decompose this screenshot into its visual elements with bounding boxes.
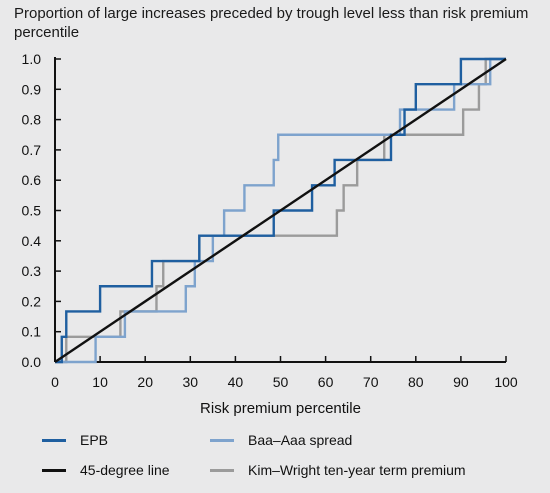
x-tick-label: 100 (494, 374, 518, 390)
x-tick-label: 10 (92, 374, 108, 390)
legend-swatch-kim-wright (210, 468, 234, 472)
chart-title: Proportion of large increases preceded b… (14, 5, 529, 41)
legend-swatch-45-degree (42, 468, 66, 472)
legend-item-kim-wright: Kim–Wright ten-year term premium (210, 460, 466, 480)
chart-legend: EPB Baa–Aaa spread 45-degree line Kim–Wr… (42, 426, 532, 486)
legend-item-baa-aaa: Baa–Aaa spread (210, 430, 352, 450)
y-tick-label: 0.7 (22, 142, 42, 158)
legend-label-kim-wright: Kim–Wright ten-year term premium (248, 462, 466, 478)
x-tick-label: 90 (453, 374, 469, 390)
x-tick-label: 80 (408, 374, 424, 390)
x-tick-label: 30 (183, 374, 199, 390)
x-tick-label: 20 (137, 374, 153, 390)
y-tick-label: 0.9 (22, 81, 42, 97)
y-tick-label: 1.0 (22, 51, 42, 67)
x-tick-label: 50 (273, 374, 289, 390)
series-line-epb (55, 57, 506, 364)
y-tick-label: 0.4 (22, 233, 42, 249)
legend-label-45-degree: 45-degree line (80, 462, 170, 478)
x-tick-label: 70 (363, 374, 379, 390)
x-axis-label: Risk premium percentile (200, 400, 361, 417)
legend-item-45-degree: 45-degree line (42, 460, 170, 480)
y-tick-label: 0.5 (22, 203, 42, 219)
legend-item-epb: EPB (42, 430, 108, 450)
y-tick-label: 0.3 (22, 263, 42, 279)
y-tick-label: 0.1 (22, 324, 42, 340)
x-tick-label: 0 (51, 374, 59, 390)
x-tick-label: 60 (318, 374, 334, 390)
legend-label-baa-aaa: Baa–Aaa spread (248, 432, 353, 448)
x-tick-label: 40 (228, 374, 244, 390)
y-tick-label: 0.8 (22, 112, 42, 128)
legend-swatch-baa-aaa (210, 438, 234, 442)
legend-swatch-epb (42, 438, 66, 442)
y-tick-label: 0.2 (22, 293, 42, 309)
y-tick-label: 0.6 (22, 172, 42, 188)
y-tick-label: 0.0 (22, 354, 42, 370)
series-line-45-degree-line (54, 58, 507, 363)
legend-label-epb: EPB (80, 432, 109, 448)
